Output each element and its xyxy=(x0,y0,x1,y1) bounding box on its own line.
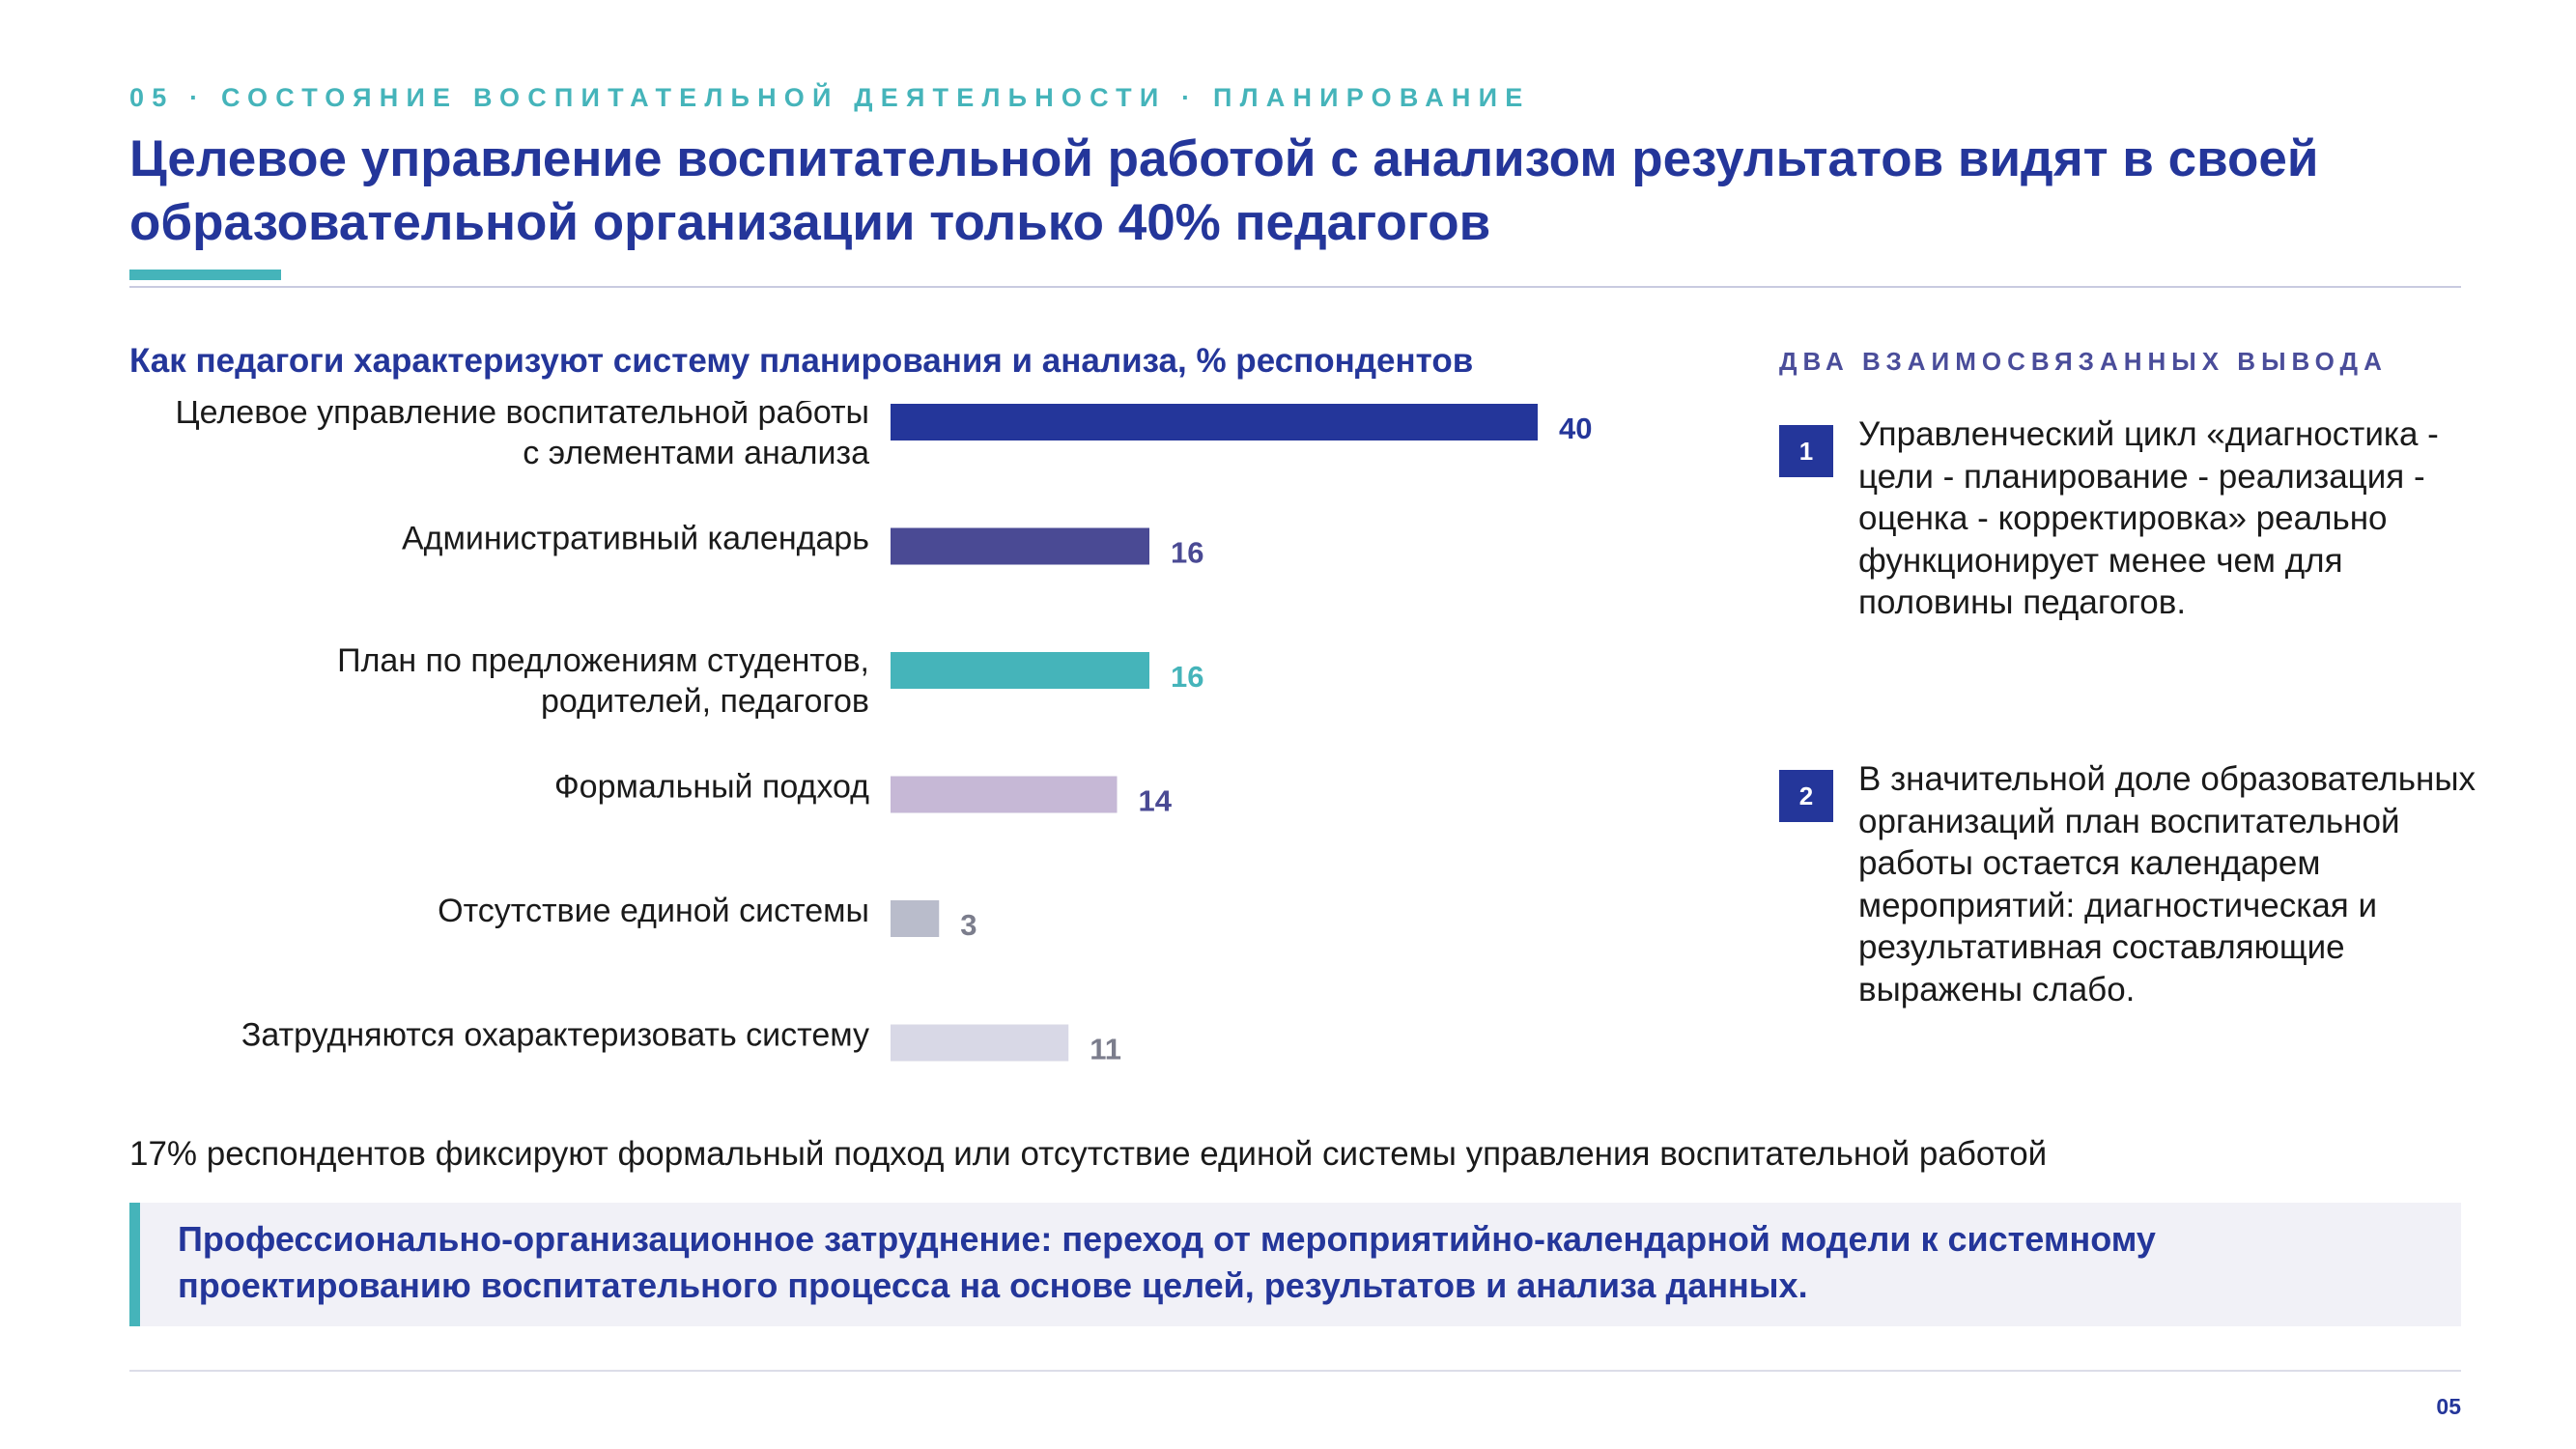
footer-divider xyxy=(129,1370,2461,1372)
page-number: 05 xyxy=(2436,1394,2461,1419)
bar-value-5: 3 xyxy=(960,908,977,942)
category-label-2-line-1: Административный календарь xyxy=(402,521,869,557)
bar-4 xyxy=(891,776,1118,813)
bar-chart: 40 Целевое управление воспитательной рабо… xyxy=(176,401,1593,1066)
finding-2-text: В значительной доле образовательных орга… xyxy=(1858,760,2476,1009)
bar-2 xyxy=(891,527,1149,565)
category-label-5-line-1: Отсутствие единой системы xyxy=(438,893,869,929)
category-label-3-line-1: План по предложениям студентов, xyxy=(337,642,869,679)
finding-1-number: 1 xyxy=(1779,425,1833,477)
finding-2-number: 2 xyxy=(1779,770,1833,822)
category-label-1-line-1: Целевое управление воспитательной работы xyxy=(176,401,869,431)
findings-title: ДВА ВЗАИМОСВЯЗАННЫХ ВЫВОДА xyxy=(1779,347,2388,376)
finding-1-text: Управленческий цикл «диагностика - цели … xyxy=(1858,415,2439,621)
bar-3 xyxy=(891,652,1149,689)
chart-title: Как педагоги характеризуют систему плани… xyxy=(129,342,1474,380)
section-kicker: 05 · СОСТОЯНИЕ ВОСПИТАТЕЛЬНОЙ ДЕЯТЕЛЬНОС… xyxy=(129,83,1531,112)
callout-accent-bar xyxy=(129,1203,140,1326)
bar-value-2: 16 xyxy=(1171,536,1203,570)
category-label-1-line-2: с элементами анализа xyxy=(523,435,869,471)
bar-6 xyxy=(891,1024,1069,1062)
callout-text: Профессионально-организационное затрудне… xyxy=(178,1219,2156,1305)
bar-5 xyxy=(891,900,940,937)
bar-value-4: 14 xyxy=(1139,784,1173,818)
title-accent-bar xyxy=(129,270,281,280)
category-label-4-line-1: Формальный подход xyxy=(554,769,869,806)
bar-1 xyxy=(891,404,1538,440)
category-label-3-line-2: родителей, педагогов xyxy=(541,683,869,720)
bar-value-6: 11 xyxy=(1090,1033,1121,1066)
bar-value-3: 16 xyxy=(1171,660,1203,694)
summary-note: 17% респондентов фиксируют формальный по… xyxy=(129,1135,2048,1173)
category-label-6-line-1: Затрудняются охарактеризовать систему xyxy=(241,1017,869,1054)
bar-value-1: 40 xyxy=(1559,412,1592,445)
page-title: Целевое управление воспитательной работо… xyxy=(129,130,2319,251)
callout-box: Профессионально-организационное затрудне… xyxy=(129,1203,2461,1326)
title-divider xyxy=(129,286,2461,288)
